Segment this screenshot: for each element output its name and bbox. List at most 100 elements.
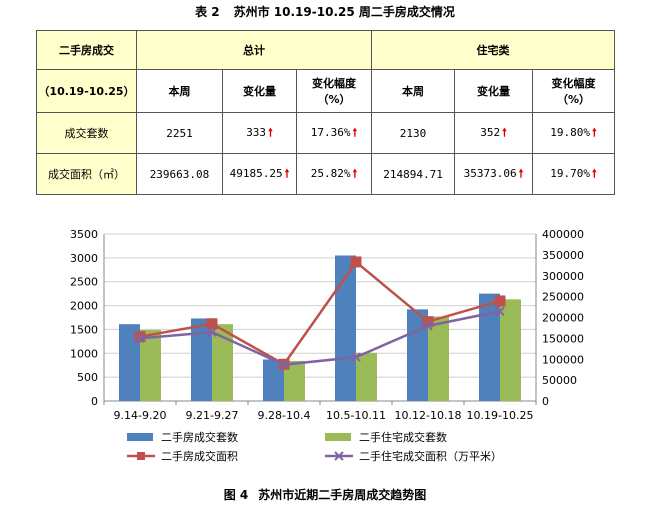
data-point bbox=[351, 352, 361, 362]
header-group-residential: 住宅类 bbox=[371, 30, 616, 70]
data-point bbox=[135, 333, 145, 344]
bar bbox=[335, 255, 356, 401]
bar bbox=[356, 352, 377, 401]
row-label: 成交面积（㎡） bbox=[36, 153, 137, 195]
table-title-number: 表 2 bbox=[195, 5, 220, 19]
y-right-tick-label: 0 bbox=[542, 395, 549, 408]
cell-res-change: 35373.06 🠕 bbox=[454, 153, 534, 195]
table-title-text: 苏州市 10.19-10.25 周二手房成交情况 bbox=[233, 5, 455, 19]
y-left-tick-label: 3500 bbox=[70, 228, 98, 241]
y-left-tick-label: 2000 bbox=[70, 300, 98, 313]
up-arrow-icon: 🠕 bbox=[502, 125, 507, 139]
chart-caption-number: 图 4 bbox=[223, 488, 249, 502]
y-left-tick-label: 3000 bbox=[70, 252, 98, 265]
y-right-tick-label: 300000 bbox=[542, 270, 584, 283]
y-right-tick-label: 250000 bbox=[542, 291, 584, 304]
weekly-trend-chart: 0 500 1000 1500 2000 2500 3000 3500 0 50000 100000… bbox=[70, 228, 584, 463]
header-corner-bottom: （10.19-10.25） bbox=[36, 69, 137, 113]
x-tick-label: 10.5-10.11 bbox=[326, 409, 386, 422]
y-right-tick-label: 150000 bbox=[542, 332, 584, 345]
y-right-tick-label: 100000 bbox=[542, 353, 584, 366]
header-total-change: 变化量 bbox=[222, 69, 297, 113]
header-group-total: 总计 bbox=[135, 30, 373, 70]
up-arrow-icon: 🠕 bbox=[518, 166, 524, 180]
table-title: 表 2 苏州市 10.19-10.25 周二手房成交情况 bbox=[0, 4, 650, 20]
table-row: 成交套数 2251 333 🠕 17.36% 🠕 2130 352 🠕 19.80% 🠕 bbox=[36, 112, 616, 154]
data-point bbox=[279, 359, 289, 370]
x-tick-label: 9.28-10.4 bbox=[258, 409, 311, 422]
data-point bbox=[494, 295, 506, 307]
y-left-tick-label: 1000 bbox=[70, 347, 98, 360]
data-point bbox=[423, 321, 433, 331]
legend-label: 二手住宅成交面积（万平米） bbox=[359, 449, 502, 463]
cell-total-rate: 17.36% 🠕 bbox=[295, 112, 373, 154]
cell-total-week: 2251 bbox=[136, 112, 223, 154]
legend-label: 二手住宅成交套数 bbox=[359, 430, 447, 444]
table-subheader-row: （10.19-10.25） 本周 变化量 变化幅度 （%） 本周 变化量 变化幅… bbox=[36, 69, 616, 113]
cell-value: 17.36% bbox=[310, 125, 351, 139]
header-total-rate-line1: 变化幅度 bbox=[312, 77, 357, 90]
legend-label: 二手房成交面积 bbox=[161, 449, 238, 463]
cell-total-change: 49185.25 🠕 bbox=[222, 153, 297, 195]
cell-res-rate: 19.80% 🠕 bbox=[532, 112, 616, 154]
bar bbox=[212, 324, 233, 401]
bar bbox=[284, 360, 305, 401]
y-left-tick-label: 0 bbox=[91, 395, 98, 408]
cell-value: 35373.06 bbox=[463, 166, 517, 180]
cell-value: 19.80% bbox=[550, 125, 591, 139]
row-label: 成交套数 bbox=[36, 112, 137, 154]
cell-res-change: 352 🠕 bbox=[454, 112, 534, 154]
legend-marker bbox=[334, 451, 344, 461]
data-point bbox=[350, 256, 362, 268]
data-point bbox=[207, 327, 217, 337]
bar bbox=[479, 293, 500, 401]
header-res-this-week: 本周 bbox=[371, 69, 456, 113]
header-res-rate: 变化幅度 （%） bbox=[532, 69, 616, 113]
y-right-tick-label: 350000 bbox=[542, 249, 584, 262]
bar bbox=[191, 318, 212, 401]
chart-caption-text: 苏州市近期二手房周成交趋势图 bbox=[258, 488, 427, 502]
y-left-tick-label: 500 bbox=[77, 371, 98, 384]
cell-total-week: 239663.08 bbox=[136, 153, 223, 195]
legend-label: 二手房成交套数 bbox=[161, 430, 238, 444]
x-tick-label: 10.19-10.25 bbox=[467, 409, 534, 422]
up-arrow-icon: 🠕 bbox=[284, 166, 290, 180]
cell-value: 333 bbox=[246, 125, 267, 139]
header-total-rate-line2: （%） bbox=[317, 93, 351, 106]
cell-value: 25.82% bbox=[310, 166, 351, 180]
header-res-rate-line1: 变化幅度 bbox=[551, 77, 596, 90]
header-res-change: 变化量 bbox=[454, 69, 534, 113]
up-arrow-icon: 🠕 bbox=[268, 125, 273, 139]
chart-caption: 图 4 苏州市近期二手房周成交趋势图 bbox=[0, 487, 650, 503]
data-point bbox=[134, 331, 146, 343]
series-line bbox=[139, 310, 501, 366]
bar bbox=[263, 359, 284, 401]
up-arrow-icon: 🠕 bbox=[352, 166, 358, 180]
bar bbox=[119, 324, 140, 401]
header-corner-top: 二手房成交 bbox=[36, 30, 137, 70]
x-tick-label: 9.14-9.20 bbox=[114, 409, 167, 422]
bar bbox=[428, 316, 449, 401]
y-left-tick-label: 1500 bbox=[70, 323, 98, 336]
up-arrow-icon: 🠕 bbox=[592, 166, 597, 180]
cell-res-rate: 19.70% 🠕 bbox=[532, 153, 616, 195]
y-right-tick-label: 50000 bbox=[542, 374, 577, 387]
header-total-rate: 变化幅度 （%） bbox=[295, 69, 373, 113]
series-line bbox=[139, 260, 501, 366]
cell-total-change: 333 🠕 bbox=[222, 112, 297, 154]
y-right-tick-label: 200000 bbox=[542, 312, 584, 325]
cell-res-week: 214894.71 bbox=[371, 153, 456, 195]
table-header-row: 二手房成交 总计 住宅类 bbox=[36, 30, 616, 70]
bar bbox=[140, 329, 161, 401]
cell-value: 19.70% bbox=[550, 166, 591, 180]
legend-swatch bbox=[325, 433, 351, 441]
legend-marker bbox=[137, 452, 145, 460]
y-right-tick-label: 400000 bbox=[542, 228, 584, 241]
cell-total-rate: 25.82% 🠕 bbox=[295, 153, 373, 195]
cell-value: 49185.25 bbox=[229, 166, 283, 180]
header-res-rate-line2: （%） bbox=[557, 93, 591, 106]
transaction-table: 二手房成交 总计 住宅类 （10.19-10.25） 本周 变化量 变化幅度 （… bbox=[36, 30, 616, 195]
x-tick-label: 10.12-10.18 bbox=[395, 409, 462, 422]
y-left-tick-label: 2500 bbox=[70, 276, 98, 289]
up-arrow-icon: 🠕 bbox=[352, 125, 358, 139]
